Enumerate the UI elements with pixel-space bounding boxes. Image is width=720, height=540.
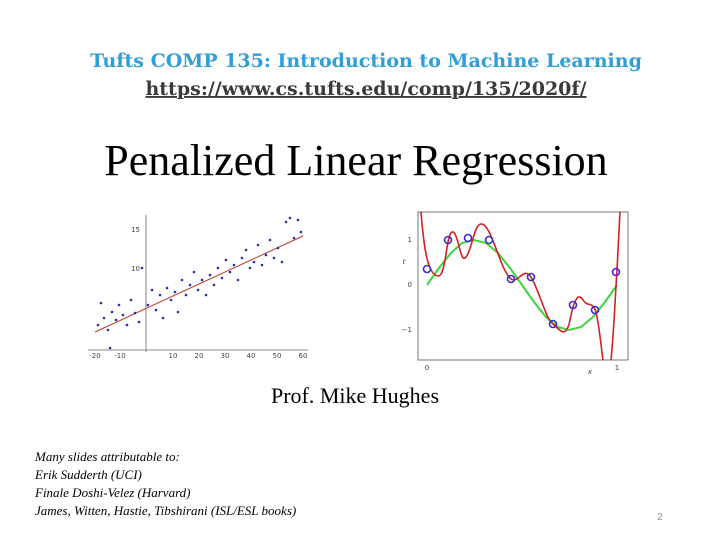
credit-line: Erik Sudderth (UCI) bbox=[34, 467, 142, 482]
scatter-figure: 15 10 -20 -10 10 20 30 40 50 60 bbox=[88, 215, 308, 360]
y-tick-label: 0 bbox=[408, 281, 412, 289]
x-tick-label: 10 bbox=[169, 352, 178, 360]
author: Prof. Mike Hughes bbox=[271, 383, 439, 408]
credit-line: James, Witten, Hastie, Tibshirani (ISL/E… bbox=[35, 503, 296, 518]
curve-fit-figure: 1 0 −1 t 0 1 x bbox=[402, 211, 629, 376]
x-axis-label: x bbox=[587, 368, 593, 376]
y-tick-label: −1 bbox=[402, 326, 412, 334]
credit-line: Finale Doshi-Velez (Harvard) bbox=[34, 485, 191, 500]
x-tick-label: 50 bbox=[273, 352, 282, 360]
y-tick-label: 1 bbox=[408, 236, 412, 244]
y-tick-label: 15 bbox=[131, 226, 140, 234]
x-tick-label: 0 bbox=[425, 364, 429, 372]
x-tick-label: -10 bbox=[114, 352, 125, 360]
x-tick-label: 1 bbox=[615, 364, 619, 372]
course-url[interactable]: https://www.cs.tufts.edu/comp/135/2020f/ bbox=[145, 78, 586, 100]
x-tick-label: 20 bbox=[195, 352, 204, 360]
x-tick-label: 30 bbox=[221, 352, 230, 360]
course-title: Tufts COMP 135: Introduction to Machine … bbox=[90, 50, 642, 72]
x-tick-label: 60 bbox=[299, 352, 308, 360]
x-tick-label: 40 bbox=[247, 352, 256, 360]
x-tick-label: -20 bbox=[89, 352, 100, 360]
y-tick-label: 10 bbox=[131, 265, 140, 273]
page-number: 2 bbox=[657, 512, 663, 523]
y-axis-label: t bbox=[403, 258, 406, 266]
credits-heading: Many slides attributable to: bbox=[34, 449, 180, 464]
slide-title: Penalized Linear Regression bbox=[104, 136, 607, 185]
